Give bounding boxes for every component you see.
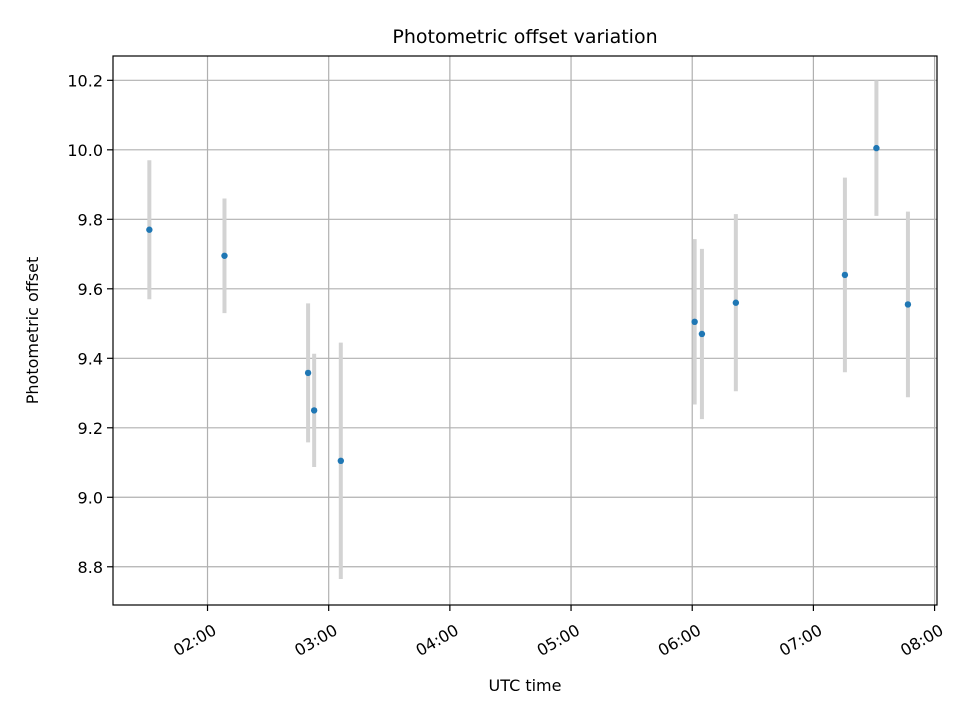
grid-lines <box>113 56 937 605</box>
y-tick-label: 9.0 <box>78 488 103 507</box>
error-bars <box>147 80 910 579</box>
y-tick-label: 10.0 <box>67 141 103 160</box>
y-tick-label: 9.4 <box>78 349 103 368</box>
y-axis-title: Photometric offset <box>23 257 42 405</box>
x-tick-label: 03:00 <box>291 620 340 660</box>
x-tick-label: 04:00 <box>412 620 461 660</box>
data-point <box>841 271 849 279</box>
data-point <box>732 299 740 306</box>
data-point <box>904 301 912 308</box>
axis-ticks: 02:00 03:00 04:00 05:00 06:00 07:00 08:00 8.8 9.… <box>67 71 946 660</box>
data-point <box>873 144 880 152</box>
x-tick-label: 02:00 <box>170 620 219 660</box>
plot-frame <box>112 55 938 606</box>
x-tick-label: 05:00 <box>534 620 583 660</box>
data-point <box>698 330 706 338</box>
y-tick-label: 9.6 <box>78 280 103 299</box>
x-tick-label: 06:00 <box>655 620 704 660</box>
data-point <box>310 407 318 414</box>
data-point <box>221 252 228 259</box>
x-tick-label: 08:00 <box>897 620 946 660</box>
data-point <box>146 226 153 233</box>
x-axis-title: UTC time <box>489 676 562 695</box>
data-point <box>691 318 698 326</box>
y-tick-label: 10.2 <box>67 71 103 90</box>
x-tick-label: 07:00 <box>776 620 825 660</box>
y-tick-label: 9.2 <box>78 419 103 438</box>
data-points <box>146 144 912 465</box>
data-point <box>337 457 345 465</box>
y-tick-label: 9.8 <box>78 210 103 229</box>
data-point <box>304 369 312 377</box>
chart-title: Photometric offset variation <box>392 26 657 48</box>
y-tick-label: 8.8 <box>78 558 103 577</box>
